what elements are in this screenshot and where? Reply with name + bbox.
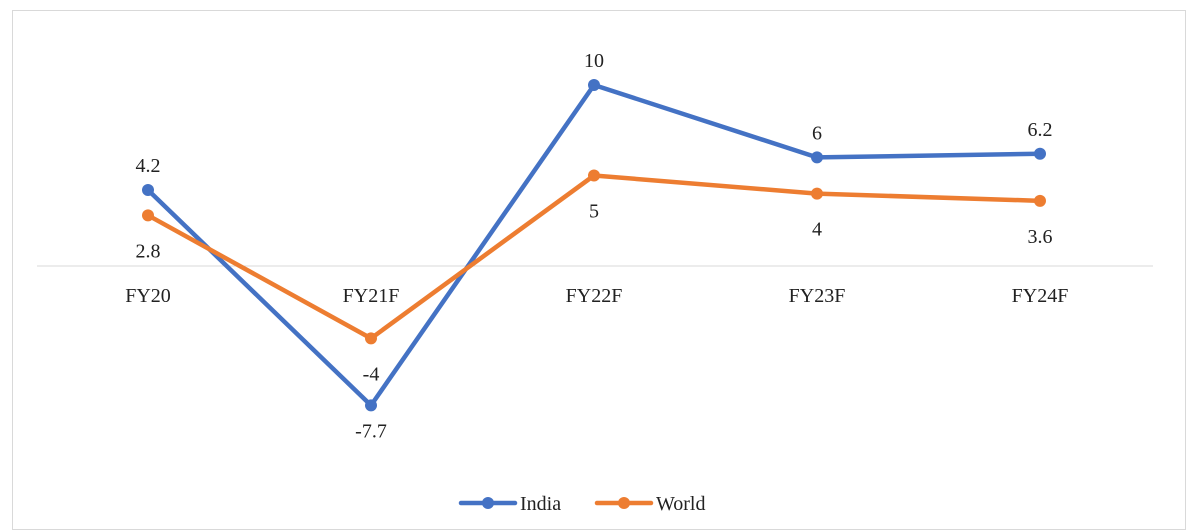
legend-marker-india [482, 497, 494, 509]
data-label-india: 6.2 [1028, 119, 1053, 141]
data-label-india: 6 [812, 122, 822, 144]
data-point-world [365, 332, 377, 345]
data-point-world [811, 187, 823, 200]
data-label-world: 2.8 [136, 240, 161, 262]
data-point-india [1034, 147, 1046, 160]
data-point-india [811, 151, 823, 164]
data-label-world: 5 [589, 201, 599, 223]
data-label-world: 4 [812, 219, 822, 241]
data-point-world [1034, 194, 1046, 207]
chart-frame [12, 10, 1186, 530]
data-point-india [588, 79, 600, 91]
x-tick-label: FY21F [343, 285, 400, 307]
series-line-india [145, 82, 1043, 408]
data-label-world: 3.6 [1028, 226, 1053, 248]
data-point-india [142, 183, 154, 196]
data-point-world [142, 209, 154, 222]
x-tick-label: FY23F [789, 285, 846, 307]
legend-label-india: India [520, 493, 561, 515]
legend-marker-world [618, 497, 630, 509]
x-tick-label: FY20 [125, 285, 171, 307]
legend-label-world: World [656, 493, 706, 515]
data-label-india: -7.7 [355, 420, 387, 442]
x-tick-label: FY24F [1012, 285, 1069, 307]
data-label-india: 10 [584, 50, 604, 72]
x-tick-label: FY22F [566, 285, 623, 307]
data-label-india: 4.2 [136, 155, 161, 177]
data-label-world: -4 [363, 363, 380, 385]
data-point-world [588, 169, 600, 182]
data-point-india [365, 399, 377, 412]
